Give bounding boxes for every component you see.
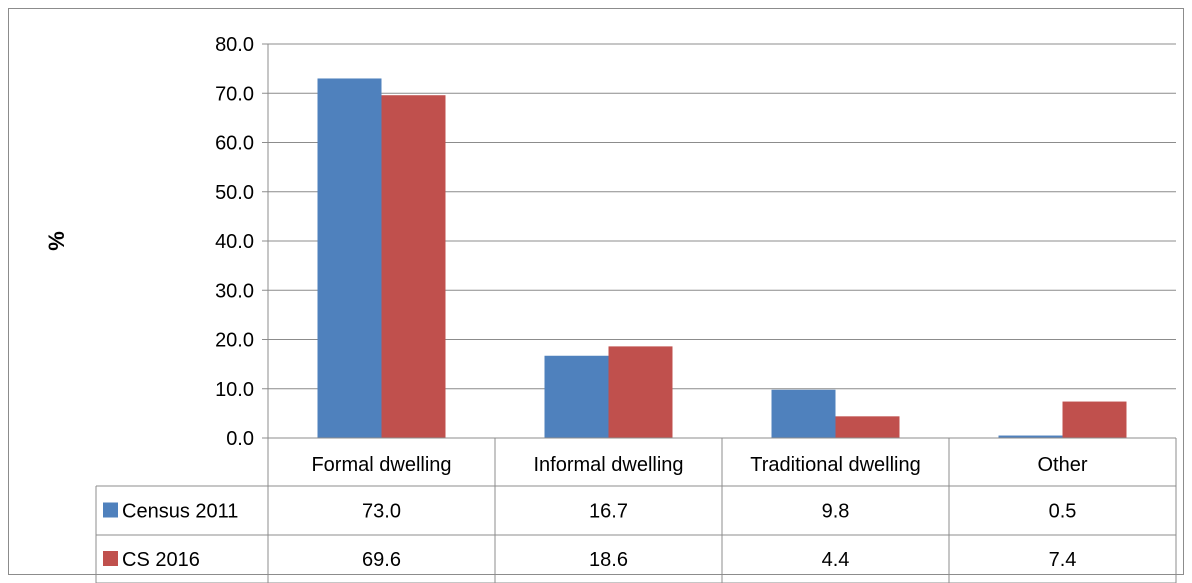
y-tick-label: 10.0 bbox=[215, 379, 254, 401]
y-tick-label: 0.0 bbox=[226, 428, 254, 450]
category-label: Formal dwelling bbox=[311, 454, 451, 476]
data-label: 7.4 bbox=[1049, 549, 1077, 571]
y-tick-label: 70.0 bbox=[215, 83, 254, 105]
data-label: 0.5 bbox=[1049, 501, 1077, 523]
legend-label: CS 2016 bbox=[122, 549, 200, 571]
category-label: Informal dwelling bbox=[533, 454, 683, 476]
data-label: 4.4 bbox=[822, 549, 850, 571]
y-tick-label: 20.0 bbox=[215, 330, 254, 352]
category-label: Other bbox=[1037, 454, 1087, 476]
legend-label: Census 2011 bbox=[122, 501, 238, 523]
bar-cs-2016 bbox=[835, 416, 900, 438]
bar-census-2011 bbox=[998, 435, 1063, 438]
legend-key bbox=[103, 551, 118, 566]
bar-census-2011 bbox=[317, 78, 382, 438]
legend-key bbox=[103, 502, 118, 518]
data-label: 18.6 bbox=[589, 549, 628, 571]
bar-census-2011 bbox=[544, 355, 609, 438]
y-axis: 0.0 10.0 20.0 30.0 40.0 50.0 60.0 70.0 80.0 bbox=[215, 34, 269, 450]
y-tick-label: 50.0 bbox=[215, 182, 254, 204]
y-tick-label: 60.0 bbox=[215, 133, 254, 155]
bar-cs-2016 bbox=[1062, 401, 1127, 438]
bars bbox=[317, 78, 1127, 438]
y-tick-label: 80.0 bbox=[215, 34, 254, 56]
data-label: 16.7 bbox=[589, 501, 628, 523]
bar-cs-2016 bbox=[381, 95, 446, 438]
bar-census-2011 bbox=[771, 389, 836, 438]
data-label: 69.6 bbox=[362, 549, 401, 571]
y-tick-label: 40.0 bbox=[215, 231, 254, 253]
y-axis-label: % bbox=[44, 231, 69, 251]
chart-frame bbox=[8, 8, 1184, 575]
data-table: Formal dwelling Informal dwelling Traditio… bbox=[95, 437, 1177, 583]
category-label: Traditional dwelling bbox=[750, 454, 920, 476]
y-tick-label: 30.0 bbox=[215, 280, 254, 302]
data-label: 73.0 bbox=[362, 501, 401, 523]
bar-cs-2016 bbox=[608, 346, 673, 438]
data-label: 9.8 bbox=[822, 501, 850, 523]
